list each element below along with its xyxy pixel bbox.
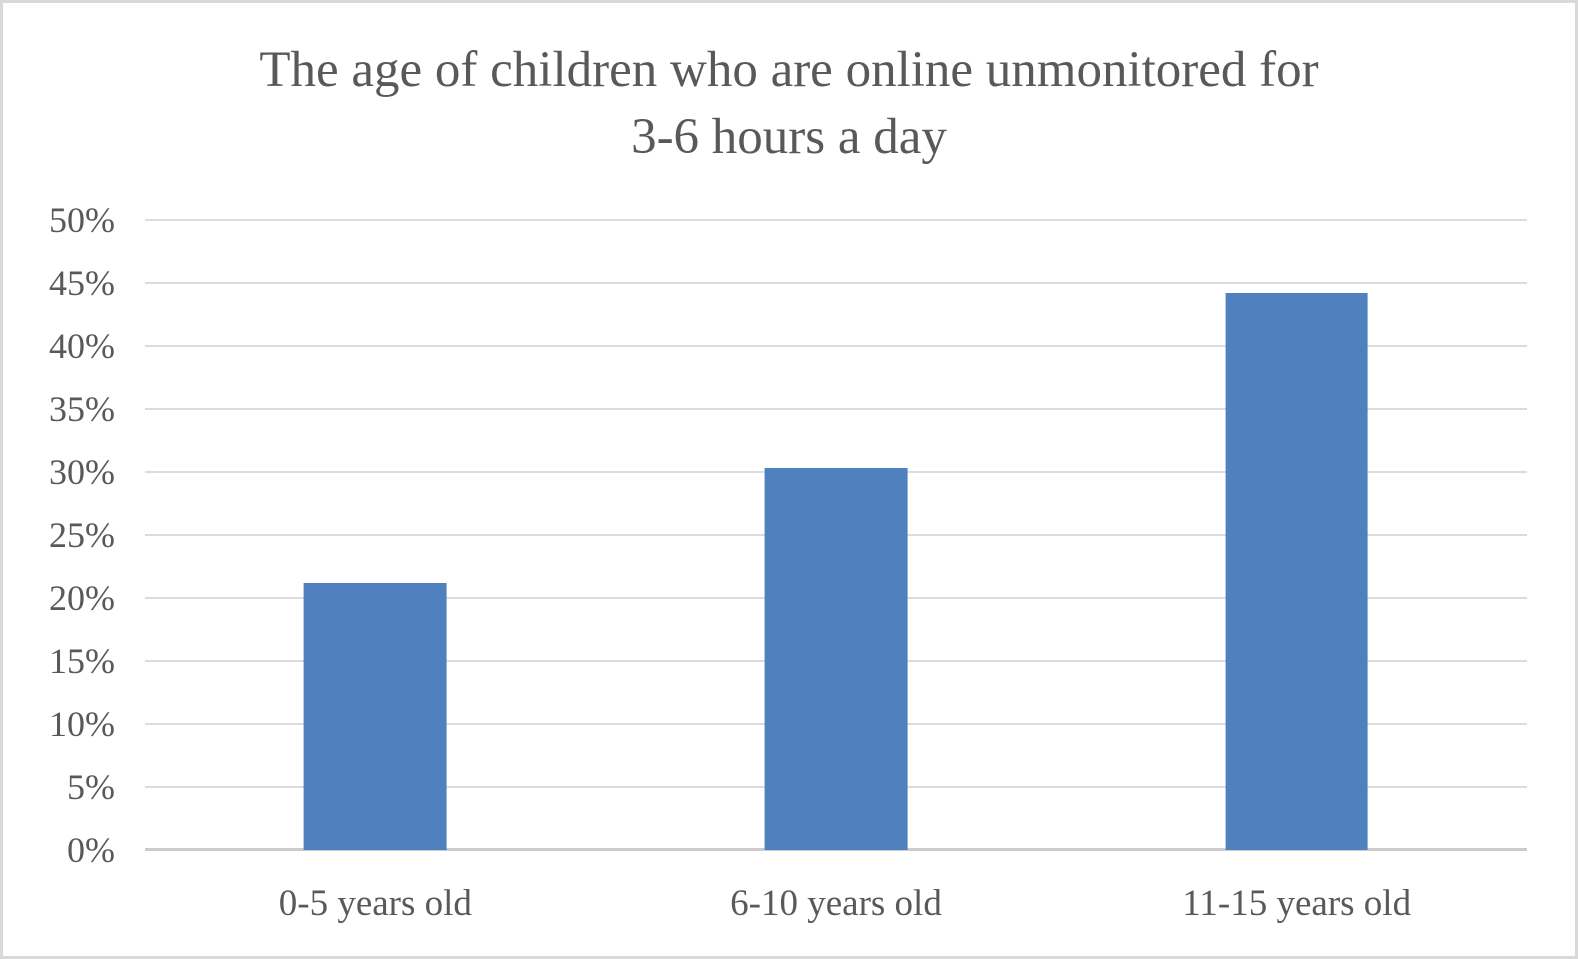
gridline-40 xyxy=(145,345,1527,347)
gridline-45 xyxy=(145,282,1527,284)
y-tick-label-20: 20% xyxy=(49,578,115,618)
x-category-label-0-5-years-old: 0-5 years old xyxy=(278,883,472,924)
x-category-label-6-10-years-old: 6-10 years old xyxy=(730,883,942,924)
y-tick-label-50: 50% xyxy=(49,200,115,240)
bar-11-15-years-old xyxy=(1225,293,1369,850)
gridline-35 xyxy=(145,408,1527,410)
y-tick-label-25: 25% xyxy=(49,515,115,555)
y-tick-label-10: 10% xyxy=(49,704,115,744)
bar-6-10-years-old xyxy=(764,468,908,850)
x-category-label-11-15-years-old: 11-15 years old xyxy=(1182,883,1412,924)
chart-title: The age of children who are online unmon… xyxy=(3,37,1575,171)
bar-cell-6-10-years-old xyxy=(606,220,1067,850)
y-tick-label-0: 0% xyxy=(67,830,115,870)
y-tick-label-40: 40% xyxy=(49,326,115,366)
chart-title-line1: The age of children who are online unmon… xyxy=(259,42,1319,98)
chart-title-line2: 3-6 hours a day xyxy=(631,109,947,165)
y-axis-tick-labels: 0% 5% 10% 15% 20% 25% 30% 35% 40% 45% 50% xyxy=(49,200,1527,870)
y-tick-label-35: 35% xyxy=(49,389,115,429)
bars-layer xyxy=(145,220,1527,850)
bar-0-5-years-old xyxy=(303,582,447,850)
bar-cell-0-5-years-old xyxy=(145,220,606,850)
x-axis-labels: 0-5 years old 6-10 years old 11-15 years o… xyxy=(145,850,1527,925)
y-tick-label-30: 30% xyxy=(49,452,115,492)
plot-area: 0% 5% 10% 15% 20% 25% 30% 35% 40% 45% 50% 0-5 year… xyxy=(49,200,1527,924)
y-tick-label-15: 15% xyxy=(49,641,115,681)
gridline-50 xyxy=(145,219,1527,221)
y-tick-label-45: 45% xyxy=(49,263,115,303)
y-tick-label-5: 5% xyxy=(67,767,115,807)
bar-cell-11-15-years-old xyxy=(1066,220,1527,850)
